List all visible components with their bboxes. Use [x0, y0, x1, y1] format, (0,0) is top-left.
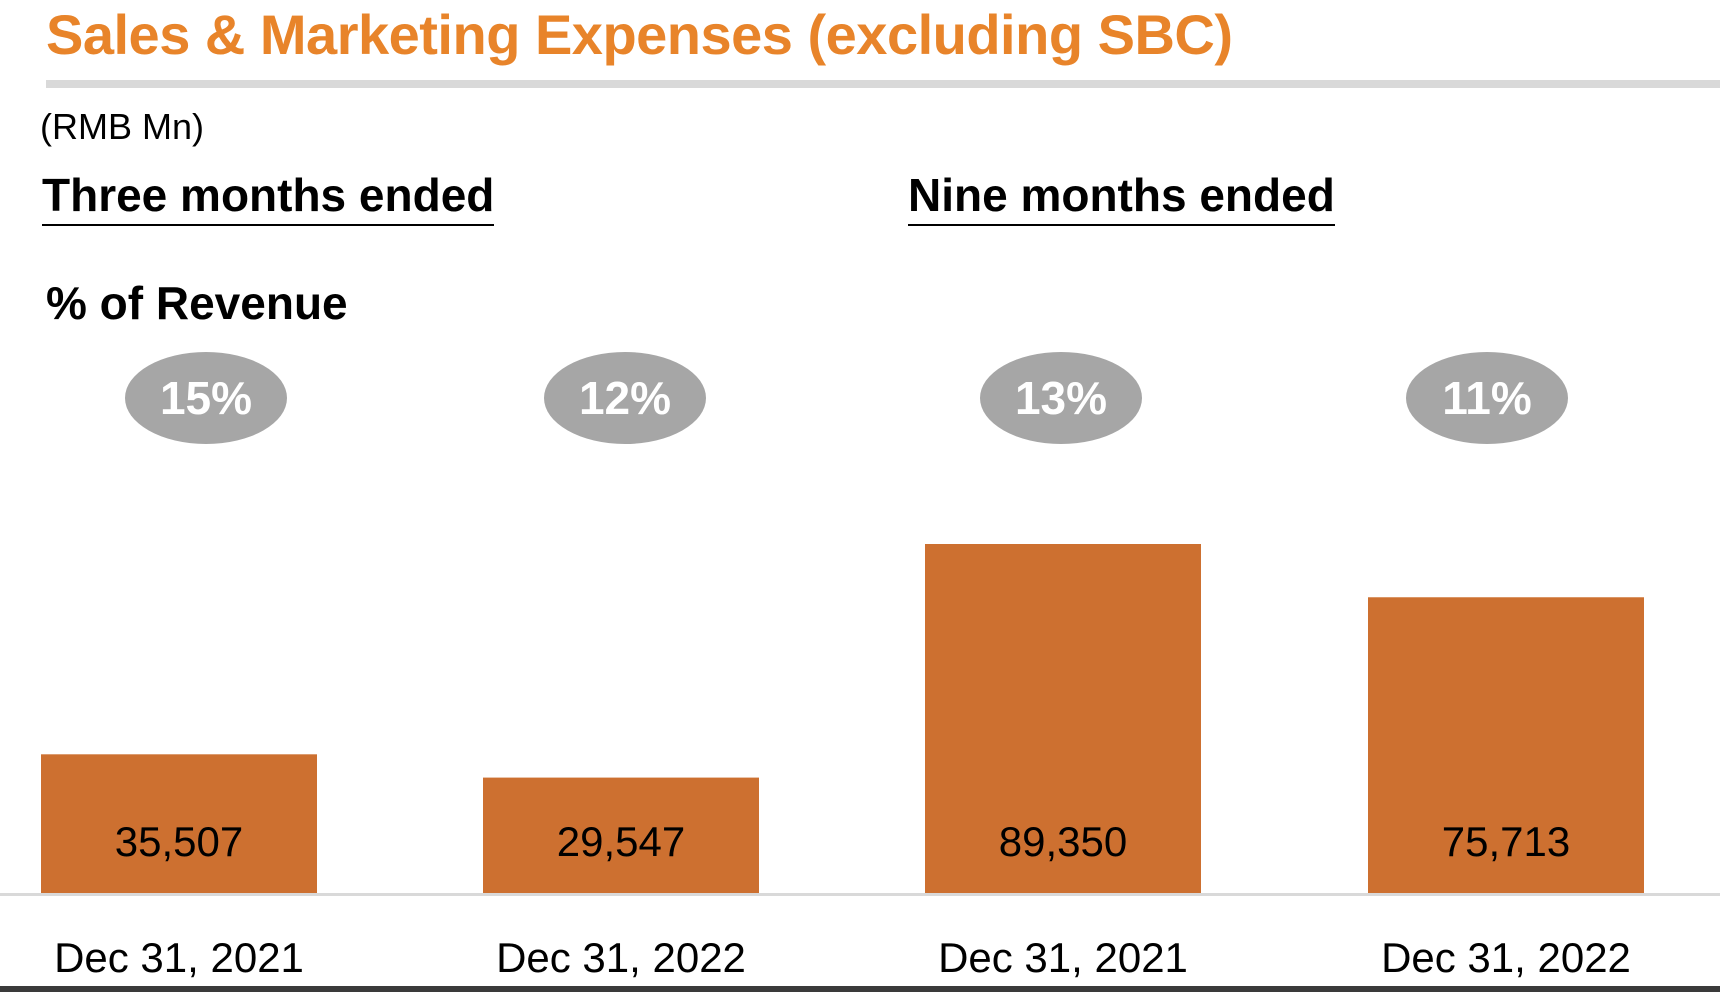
- bar: [483, 777, 759, 893]
- bar-value-label: 75,713: [1442, 818, 1570, 865]
- bottom-border: [0, 986, 1720, 992]
- bar-value-label: 35,507: [115, 818, 243, 865]
- section-three-months-heading: Three months ended: [42, 168, 495, 226]
- pct-of-revenue-bubble: [980, 352, 1142, 444]
- pct-of-revenue-label: 13%: [1015, 372, 1107, 424]
- title-divider: [46, 80, 1720, 88]
- section-nine-months-heading: Nine months ended: [908, 168, 1335, 226]
- x-tick-label: Dec 31, 2022: [1381, 934, 1631, 981]
- pct-of-revenue-label: 15%: [160, 372, 252, 424]
- x-tick-label: Dec 31, 2021: [54, 934, 304, 981]
- unit-label: (RMB Mn): [40, 106, 204, 147]
- x-axis-line: [0, 893, 1720, 896]
- bar: [925, 544, 1201, 893]
- pct-of-revenue-label: 11%: [1442, 372, 1532, 424]
- pct-of-revenue-bubble: [125, 352, 287, 444]
- bar: [1368, 597, 1644, 893]
- bar: [41, 754, 317, 893]
- pct-of-revenue-bubble: [544, 352, 706, 444]
- x-tick-label: Dec 31, 2021: [938, 934, 1188, 981]
- bar-value-label: 29,547: [557, 818, 685, 865]
- bar-value-label: 89,350: [999, 818, 1127, 865]
- pct-of-revenue-bubble: [1406, 352, 1568, 444]
- chart-title: Sales & Marketing Expenses (excluding SB…: [46, 3, 1233, 66]
- pct-of-revenue-heading: % of Revenue: [46, 277, 348, 329]
- x-tick-label: Dec 31, 2022: [496, 934, 746, 981]
- pct-of-revenue-label: 12%: [579, 372, 671, 424]
